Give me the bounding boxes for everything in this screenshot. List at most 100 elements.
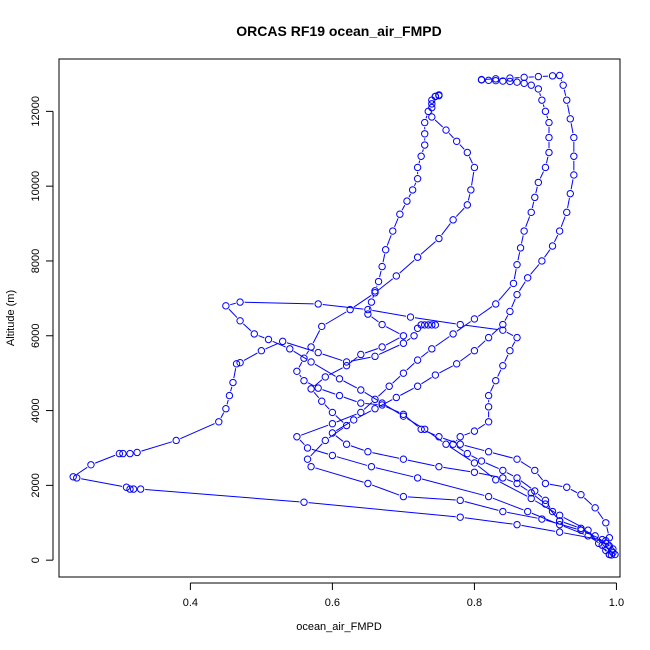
series-segment <box>243 323 252 332</box>
data-point <box>527 81 535 89</box>
series-segment <box>570 123 574 134</box>
data-point <box>594 539 603 548</box>
series-segment <box>226 399 229 405</box>
series-segment <box>230 386 233 392</box>
series-segment <box>377 388 387 397</box>
series-segment <box>606 527 609 534</box>
series-segment <box>459 352 472 362</box>
series-segment <box>534 495 543 502</box>
data-point <box>328 451 337 460</box>
data-point <box>527 489 535 497</box>
data-point <box>257 347 266 355</box>
series-segment <box>567 104 570 115</box>
y-tick-label: 4000 <box>30 398 42 422</box>
data-point <box>548 507 557 516</box>
data-point <box>371 287 379 295</box>
data-point <box>378 343 386 351</box>
series-segment <box>414 317 456 325</box>
series-segment <box>385 337 400 346</box>
series-segment <box>506 479 514 483</box>
series-segment <box>435 336 450 347</box>
data-point <box>392 272 401 280</box>
data-point <box>300 354 308 362</box>
data-point <box>563 483 571 491</box>
series-segment <box>298 361 303 368</box>
series-segment <box>335 435 344 442</box>
series-segment <box>443 466 471 473</box>
data-point <box>417 425 425 433</box>
series-segment <box>76 466 88 475</box>
data-point <box>399 339 408 347</box>
data-point <box>527 208 535 217</box>
data-point <box>357 350 365 359</box>
series-segment <box>315 467 364 483</box>
data-point <box>449 330 457 338</box>
plot-frame <box>58 58 621 578</box>
data-point <box>531 193 539 202</box>
data-point <box>335 375 344 383</box>
series-segment <box>220 412 225 419</box>
series-segment <box>299 439 305 446</box>
data-point <box>307 343 315 351</box>
data-point <box>555 227 564 235</box>
data-point <box>484 76 493 85</box>
series-segment <box>399 259 415 274</box>
series-segment <box>425 115 428 119</box>
chart-title: ORCAS RF19 ocean_air_FMPD <box>236 23 441 39</box>
y-axis: 0 2000 4000 6000 8000 10000 12000 <box>30 96 54 563</box>
data-point <box>499 361 507 370</box>
data-point <box>513 520 521 529</box>
data-point <box>413 356 422 364</box>
data-point <box>413 382 422 390</box>
data-point <box>598 541 606 549</box>
series-segment <box>468 156 473 164</box>
x-axis: 0.4 0.6 0.8 1.0 <box>183 582 624 609</box>
data-point <box>484 333 493 342</box>
data-point <box>484 492 493 501</box>
data-point <box>566 189 574 198</box>
series-segment <box>353 294 372 308</box>
data-point <box>523 274 532 282</box>
data-point <box>492 300 500 308</box>
series-segment <box>422 149 424 153</box>
series-segment <box>371 316 379 323</box>
data-point <box>408 186 417 194</box>
series-segment <box>308 502 456 518</box>
series-segment <box>378 344 400 355</box>
series-segment <box>584 530 592 535</box>
series-segment <box>525 216 531 228</box>
data-point <box>129 485 138 493</box>
data-point <box>609 548 617 557</box>
series-segment <box>408 193 412 198</box>
data-point <box>424 321 432 329</box>
data-point <box>371 352 379 361</box>
data-point <box>470 163 479 172</box>
series-segment <box>335 415 344 423</box>
data-point <box>413 253 422 261</box>
series-segment <box>520 485 528 491</box>
data-point <box>499 320 507 329</box>
data-point <box>566 115 574 123</box>
series-segment <box>400 387 414 396</box>
data-point <box>513 261 521 269</box>
series-segment <box>313 391 320 399</box>
series-segment <box>531 201 535 209</box>
series-segment <box>604 548 608 552</box>
series-segment <box>471 455 478 460</box>
data-point <box>484 448 493 456</box>
series-segment <box>597 511 604 520</box>
series-segment <box>497 369 502 377</box>
data-point <box>73 474 81 482</box>
series-segment <box>258 335 265 339</box>
data-point <box>435 462 443 471</box>
data-point <box>421 425 429 433</box>
data-point <box>318 397 326 405</box>
data-point <box>605 534 614 542</box>
series-segment <box>305 350 310 355</box>
data-point <box>328 419 337 428</box>
data-point <box>484 403 493 411</box>
series-segment <box>507 511 538 519</box>
y-tick-label: 6000 <box>30 324 42 348</box>
series-segment <box>81 478 123 487</box>
data-point <box>396 210 404 218</box>
